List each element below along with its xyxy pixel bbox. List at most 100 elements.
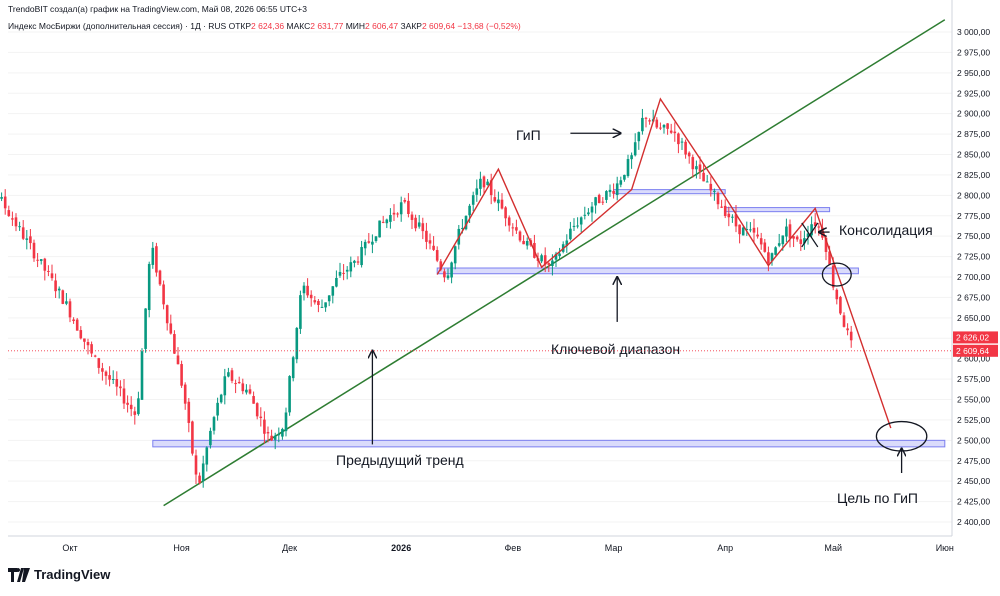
- candle[interactable]: [785, 218, 788, 243]
- candle[interactable]: [227, 367, 230, 378]
- candle[interactable]: [270, 429, 273, 442]
- candles[interactable]: [0, 108, 853, 488]
- candle[interactable]: [702, 163, 705, 182]
- candle[interactable]: [720, 199, 723, 208]
- hip-pattern[interactable]: [436, 97, 892, 429]
- candle[interactable]: [223, 368, 227, 405]
- candle[interactable]: [734, 204, 738, 233]
- candle[interactable]: [713, 188, 716, 201]
- candle[interactable]: [263, 411, 266, 444]
- candle[interactable]: [86, 338, 90, 355]
- candle[interactable]: [421, 217, 425, 240]
- candle[interactable]: [378, 220, 381, 238]
- price-zone[interactable]: [152, 439, 946, 448]
- candle[interactable]: [450, 261, 453, 284]
- candle[interactable]: [219, 393, 223, 404]
- candle[interactable]: [252, 391, 255, 404]
- candle[interactable]: [500, 193, 504, 210]
- candle[interactable]: [425, 222, 428, 250]
- candle[interactable]: [515, 219, 518, 234]
- candle[interactable]: [414, 214, 417, 232]
- candle[interactable]: [101, 362, 104, 381]
- candle[interactable]: [14, 213, 18, 232]
- candle[interactable]: [723, 199, 727, 219]
- candle[interactable]: [608, 184, 612, 197]
- candle[interactable]: [317, 299, 320, 313]
- candle[interactable]: [72, 317, 75, 324]
- candle[interactable]: [677, 132, 680, 154]
- candle[interactable]: [147, 261, 151, 318]
- candle[interactable]: [612, 183, 615, 199]
- candle[interactable]: [371, 234, 374, 254]
- candle[interactable]: [803, 230, 806, 250]
- candle[interactable]: [464, 215, 468, 231]
- candle[interactable]: [144, 308, 147, 353]
- candle[interactable]: [471, 191, 475, 212]
- candle[interactable]: [137, 391, 140, 416]
- candle[interactable]: [11, 211, 14, 226]
- candle[interactable]: [572, 218, 576, 232]
- candle[interactable]: [306, 278, 309, 298]
- candle[interactable]: [569, 221, 572, 241]
- candle[interactable]: [605, 190, 608, 204]
- candle[interactable]: [428, 233, 432, 250]
- candle[interactable]: [345, 266, 349, 280]
- candle[interactable]: [446, 268, 450, 280]
- candle[interactable]: [335, 270, 338, 288]
- candle[interactable]: [795, 235, 799, 242]
- candle[interactable]: [162, 280, 165, 310]
- candle[interactable]: [108, 366, 111, 387]
- candle[interactable]: [273, 432, 277, 450]
- candle[interactable]: [83, 338, 86, 350]
- candle[interactable]: [417, 215, 421, 229]
- candle[interactable]: [576, 217, 579, 229]
- candle[interactable]: [155, 242, 158, 277]
- candle[interactable]: [65, 293, 68, 306]
- candle[interactable]: [29, 229, 32, 250]
- candle[interactable]: [680, 137, 684, 151]
- candle[interactable]: [385, 218, 389, 229]
- candle[interactable]: [191, 420, 194, 456]
- candle[interactable]: [543, 247, 547, 273]
- candle[interactable]: [327, 295, 331, 307]
- candle[interactable]: [738, 224, 741, 244]
- candle[interactable]: [684, 139, 687, 159]
- candle[interactable]: [659, 122, 662, 131]
- candle[interactable]: [806, 225, 810, 245]
- candle[interactable]: [97, 357, 101, 374]
- candle[interactable]: [583, 206, 587, 220]
- candle[interactable]: [669, 123, 673, 134]
- candle[interactable]: [360, 240, 363, 268]
- candle[interactable]: [601, 197, 605, 205]
- candle[interactable]: [443, 268, 446, 283]
- candle[interactable]: [180, 360, 183, 388]
- candle[interactable]: [813, 213, 817, 234]
- candle[interactable]: [489, 173, 493, 205]
- candle[interactable]: [637, 131, 641, 150]
- candle[interactable]: [194, 449, 198, 484]
- candle[interactable]: [32, 239, 36, 262]
- highlight-ellipse[interactable]: [821, 262, 852, 287]
- candle[interactable]: [623, 174, 626, 182]
- candle[interactable]: [756, 227, 759, 239]
- candle[interactable]: [381, 215, 385, 224]
- candle[interactable]: [389, 208, 392, 229]
- candle[interactable]: [151, 241, 155, 269]
- candle[interactable]: [518, 230, 522, 243]
- candle[interactable]: [846, 323, 849, 336]
- candle[interactable]: [126, 395, 129, 413]
- candle[interactable]: [479, 171, 482, 196]
- candle[interactable]: [241, 378, 245, 395]
- candle[interactable]: [140, 348, 144, 401]
- trend-line[interactable]: [163, 19, 946, 507]
- price-zone[interactable]: [436, 267, 859, 275]
- candle[interactable]: [230, 367, 234, 384]
- candle[interactable]: [590, 201, 594, 222]
- candle[interactable]: [313, 296, 317, 305]
- consolidation-cross[interactable]: [801, 222, 819, 248]
- candle[interactable]: [79, 326, 83, 340]
- candle[interactable]: [259, 407, 263, 427]
- candle[interactable]: [119, 380, 122, 397]
- candle[interactable]: [475, 179, 479, 202]
- candle[interactable]: [39, 259, 43, 265]
